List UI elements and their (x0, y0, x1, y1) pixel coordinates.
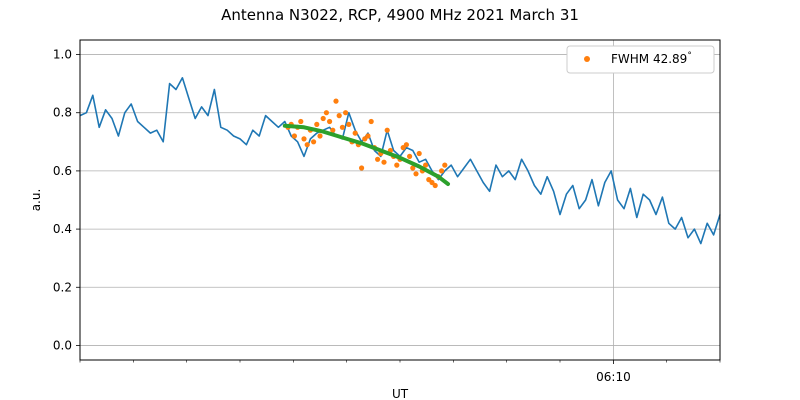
axis-ticks: 0.0 0.2 0.4 0.6 0.8 1.0 06:10 (53, 48, 721, 384)
fwhm-point (394, 162, 400, 168)
fwhm-point (343, 110, 349, 116)
fwhm-point (330, 127, 336, 133)
fwhm-point (407, 153, 413, 159)
legend: FWHM 42.89° (566, 45, 715, 74)
fwhm-point (365, 133, 371, 139)
legend-label: FWHM 42.89° (611, 51, 692, 66)
legend-box (566, 45, 715, 74)
fwhm-point (320, 115, 326, 122)
fwhm-point (301, 136, 307, 142)
fwhm-point (304, 142, 310, 148)
fwhm-point (317, 133, 323, 139)
fwhm-point (442, 162, 448, 168)
fwhm-point (381, 159, 387, 165)
x-axis-label: UT (392, 387, 409, 400)
fwhm-point (346, 121, 352, 127)
y-tick-label: 0.6 (53, 164, 72, 178)
y-tick-label: 0.0 (53, 338, 72, 352)
fwhm-point (410, 165, 416, 171)
fwhm-point (314, 121, 320, 127)
fwhm-point (439, 168, 445, 174)
grid (80, 40, 720, 360)
fwhm-point (339, 124, 345, 130)
fwhm-point (311, 139, 317, 145)
fwhm-point (298, 118, 304, 125)
fwhm-point (432, 182, 438, 189)
fwhm-point (375, 156, 381, 162)
fwhm-point (413, 171, 419, 177)
y-tick-label: 1.0 (53, 48, 72, 62)
fwhm-point (333, 98, 339, 104)
fwhm-point (336, 113, 342, 119)
fwhm-point (359, 165, 365, 171)
fwhm-point (423, 162, 429, 168)
y-tick-label: 0.4 (53, 222, 72, 236)
y-tick-label: 0.2 (53, 280, 72, 294)
y-axis-label: a.u. (29, 189, 43, 212)
fwhm-point (352, 130, 358, 136)
y-tick-label: 0.8 (53, 106, 72, 120)
fwhm-point (327, 118, 333, 125)
fwhm-point (368, 118, 374, 125)
series-layer (79, 77, 721, 245)
chart-title: Antenna N3022, RCP, 4900 MHz 2021 March … (221, 6, 579, 24)
fwhm-point (323, 110, 329, 116)
fwhm-point (416, 150, 422, 157)
fwhm-point (384, 127, 390, 133)
legend-marker (584, 56, 590, 62)
fwhm-point (403, 142, 409, 148)
x-tick-label: 06:10 (596, 370, 631, 384)
fwhm-point (291, 133, 297, 139)
fit-line (282, 123, 450, 186)
